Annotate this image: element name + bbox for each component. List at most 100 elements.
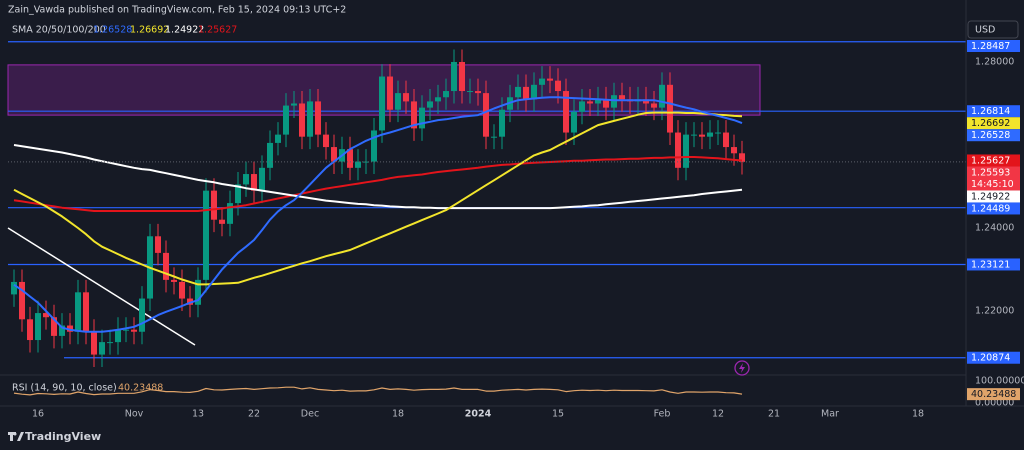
- rsi-tick-label: 100.00000: [975, 376, 1024, 387]
- candle-body: [723, 132, 729, 148]
- x-tick-label: Feb: [654, 409, 671, 420]
- candle-body: [651, 103, 657, 108]
- candle-body: [275, 134, 281, 143]
- price-tag: [967, 117, 1020, 130]
- candle-body: [451, 61, 457, 92]
- price-tag-label: 1.25627: [971, 155, 1010, 166]
- candle-body: [603, 99, 609, 108]
- candle-body: [515, 86, 521, 98]
- candle-body: [235, 184, 241, 204]
- candle-body: [443, 91, 449, 98]
- candle-body: [379, 76, 385, 131]
- x-tick-label: Dec: [301, 409, 319, 420]
- trendline: [7, 227, 196, 346]
- candle-body: [467, 91, 473, 93]
- candle-body: [667, 84, 673, 133]
- candle-body: [683, 134, 689, 168]
- candle-body: [435, 97, 441, 102]
- candle-body: [203, 190, 209, 280]
- legend-value: 1.26528: [93, 25, 132, 36]
- currency[interactable]: USD: [975, 25, 995, 36]
- sma-line: [13, 144, 743, 210]
- candle-body: [611, 95, 617, 108]
- price-tag-label: 1.24922: [971, 191, 1010, 202]
- rsi-tick-label: 0.00000: [975, 398, 1014, 409]
- price-tag-label: 1.25593: [971, 167, 1010, 178]
- candle-body: [11, 281, 17, 295]
- rsi-label: RSI (14, 90, 10, close): [12, 383, 117, 394]
- candle-body: [267, 142, 273, 168]
- sma-line: [13, 96, 743, 333]
- x-tick-label: Nov: [125, 409, 144, 420]
- rsi-tag-label: 40.23488: [971, 389, 1016, 400]
- candle-body: [387, 76, 393, 110]
- candle-body: [699, 134, 705, 137]
- candle-body: [19, 281, 25, 320]
- x-tick-label: 22: [248, 409, 260, 420]
- price-tag: [967, 105, 1020, 118]
- candle-body: [123, 329, 129, 331]
- candle-body: [115, 329, 121, 343]
- price-tag: [967, 351, 1020, 364]
- candle-body: [531, 84, 537, 100]
- rsi-line: [13, 386, 743, 396]
- candle-body: [155, 236, 161, 253]
- candle-body: [27, 319, 33, 341]
- candle-body: [307, 101, 313, 137]
- candle-body: [523, 86, 529, 100]
- price-axis: 1.280001.250001.240001.22000100.000000.0…: [967, 40, 1024, 409]
- candle-body: [299, 103, 305, 137]
- x-tick-label: 18: [912, 409, 924, 420]
- plot-area: [7, 41, 966, 368]
- candle-body: [371, 130, 377, 162]
- candle-body: [355, 161, 361, 168]
- candle-body: [315, 101, 321, 135]
- x-tick-label: 12: [712, 409, 724, 420]
- candle-body: [411, 101, 417, 129]
- candle-body: [131, 329, 137, 332]
- y-tick-label: 1.22000: [975, 305, 1014, 316]
- candle-body: [179, 281, 185, 299]
- candle-body: [51, 317, 57, 336]
- x-tick-label: 21: [768, 409, 780, 420]
- candle-body: [539, 78, 545, 85]
- candle-body: [291, 103, 297, 106]
- x-tick-label: 16: [32, 409, 44, 420]
- candle-body: [563, 91, 569, 133]
- price-tag-label: 1.20874: [971, 353, 1010, 364]
- brand-name: TradingView: [25, 430, 101, 443]
- candle-body: [139, 298, 145, 332]
- candle-body: [35, 313, 41, 341]
- price-tag-label: 1.26528: [971, 130, 1010, 141]
- candle-body: [211, 190, 217, 220]
- countdown: 14:45:10: [971, 179, 1014, 190]
- x-tick-label: Mar: [821, 409, 839, 420]
- x-tick-label: 13: [192, 409, 204, 420]
- candle-body: [739, 153, 745, 162]
- candle-body: [499, 109, 505, 137]
- currency-box[interactable]: [967, 20, 1019, 39]
- candle-body: [75, 292, 81, 332]
- candle-body: [107, 342, 113, 344]
- price-tag: [967, 129, 1020, 142]
- candle-body: [731, 147, 737, 154]
- candle-body: [707, 132, 713, 137]
- candle-body: [395, 93, 401, 110]
- x-tick-label: 18: [392, 409, 404, 420]
- price-tag: [967, 258, 1020, 271]
- candle-body: [403, 93, 409, 102]
- sma-line: [13, 111, 743, 286]
- candle-body: [459, 61, 465, 92]
- candle-body: [715, 132, 721, 134]
- rsi-legend-value: 40.23488: [118, 383, 163, 394]
- sma-line: [13, 156, 743, 212]
- candle-body: [491, 136, 497, 138]
- candle-body: [571, 111, 577, 133]
- candle-body: [619, 95, 625, 100]
- price-tag-label: 1.28487: [971, 41, 1010, 52]
- candle-body: [691, 134, 697, 136]
- candle-body: [579, 101, 585, 112]
- rsi-pane: [13, 386, 743, 396]
- candle-body: [227, 203, 233, 224]
